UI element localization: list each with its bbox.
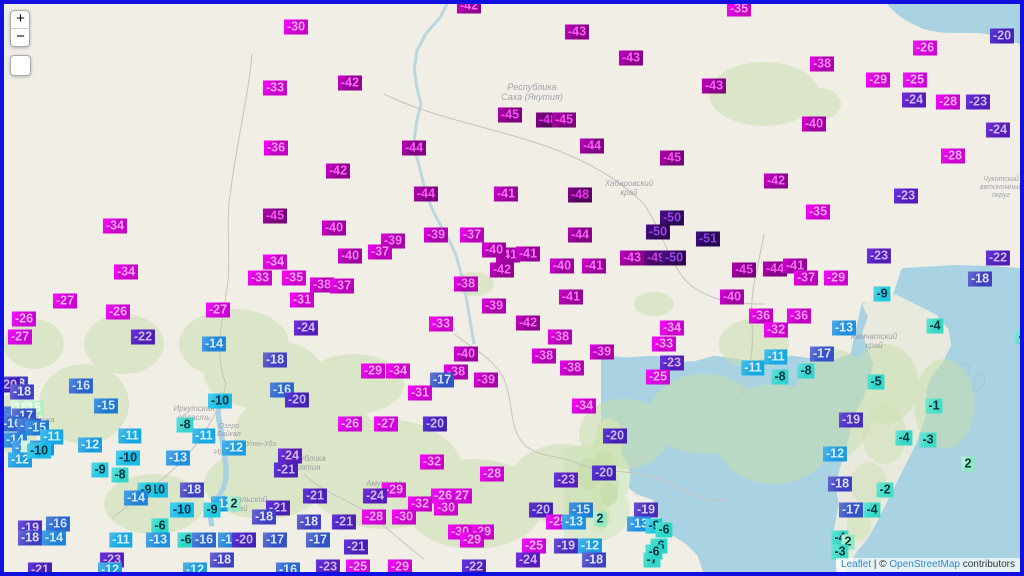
svg-text:Байкал: Байкал [217,430,240,438]
svg-text:Хабаровский: Хабаровский [604,179,654,188]
svg-text:Улан-Удэ: Улан-Удэ [245,440,277,448]
svg-text:Саха (Якутия): Саха (Якутия) [501,92,563,102]
svg-text:Чукотский: Чукотский [983,175,1019,183]
svg-text:Республика: Республика [507,82,556,92]
svg-text:край: край [620,188,638,197]
svg-text:автономный: автономный [980,183,1020,191]
svg-text:округ: округ [992,192,1010,199]
svg-text:край: край [865,341,883,350]
svg-text:Камчатский: Камчатский [851,332,898,341]
svg-text:Озеро: Озеро [219,423,239,430]
